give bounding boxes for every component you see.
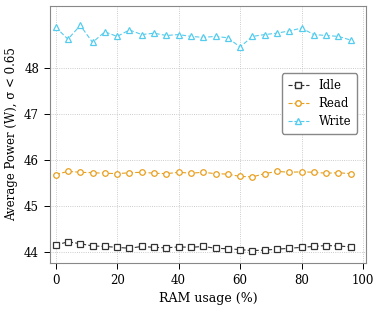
X-axis label: RAM usage (%): RAM usage (%) [158,292,257,305]
Legend: Idle, Read, Write: Idle, Read, Write [282,73,357,134]
Y-axis label: Average Power (W), σ < 0.65: Average Power (W), σ < 0.65 [6,48,19,221]
